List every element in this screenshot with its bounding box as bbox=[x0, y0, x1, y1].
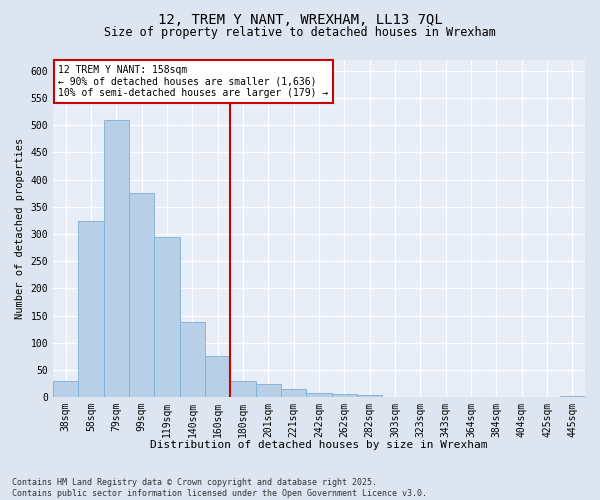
Y-axis label: Number of detached properties: Number of detached properties bbox=[15, 138, 25, 319]
Bar bbox=[230, 381, 256, 397]
Bar bbox=[307, 393, 332, 397]
Bar bbox=[407, 396, 433, 397]
Bar bbox=[53, 381, 79, 397]
Bar bbox=[129, 193, 154, 397]
Bar bbox=[281, 389, 307, 397]
Text: Contains HM Land Registry data © Crown copyright and database right 2025.
Contai: Contains HM Land Registry data © Crown c… bbox=[12, 478, 427, 498]
Bar bbox=[205, 356, 230, 397]
Text: Size of property relative to detached houses in Wrexham: Size of property relative to detached ho… bbox=[104, 26, 496, 39]
Bar bbox=[382, 396, 407, 397]
Bar bbox=[179, 322, 205, 397]
Bar bbox=[433, 396, 458, 397]
Bar bbox=[256, 384, 281, 397]
Bar bbox=[357, 396, 382, 397]
Text: 12, TREM Y NANT, WREXHAM, LL13 7QL: 12, TREM Y NANT, WREXHAM, LL13 7QL bbox=[158, 12, 442, 26]
Bar bbox=[154, 236, 179, 397]
Bar bbox=[332, 394, 357, 397]
Bar bbox=[79, 222, 104, 397]
X-axis label: Distribution of detached houses by size in Wrexham: Distribution of detached houses by size … bbox=[150, 440, 488, 450]
Text: 12 TREM Y NANT: 158sqm
← 90% of detached houses are smaller (1,636)
10% of semi-: 12 TREM Y NANT: 158sqm ← 90% of detached… bbox=[58, 65, 329, 98]
Bar bbox=[560, 396, 585, 397]
Bar bbox=[104, 120, 129, 397]
